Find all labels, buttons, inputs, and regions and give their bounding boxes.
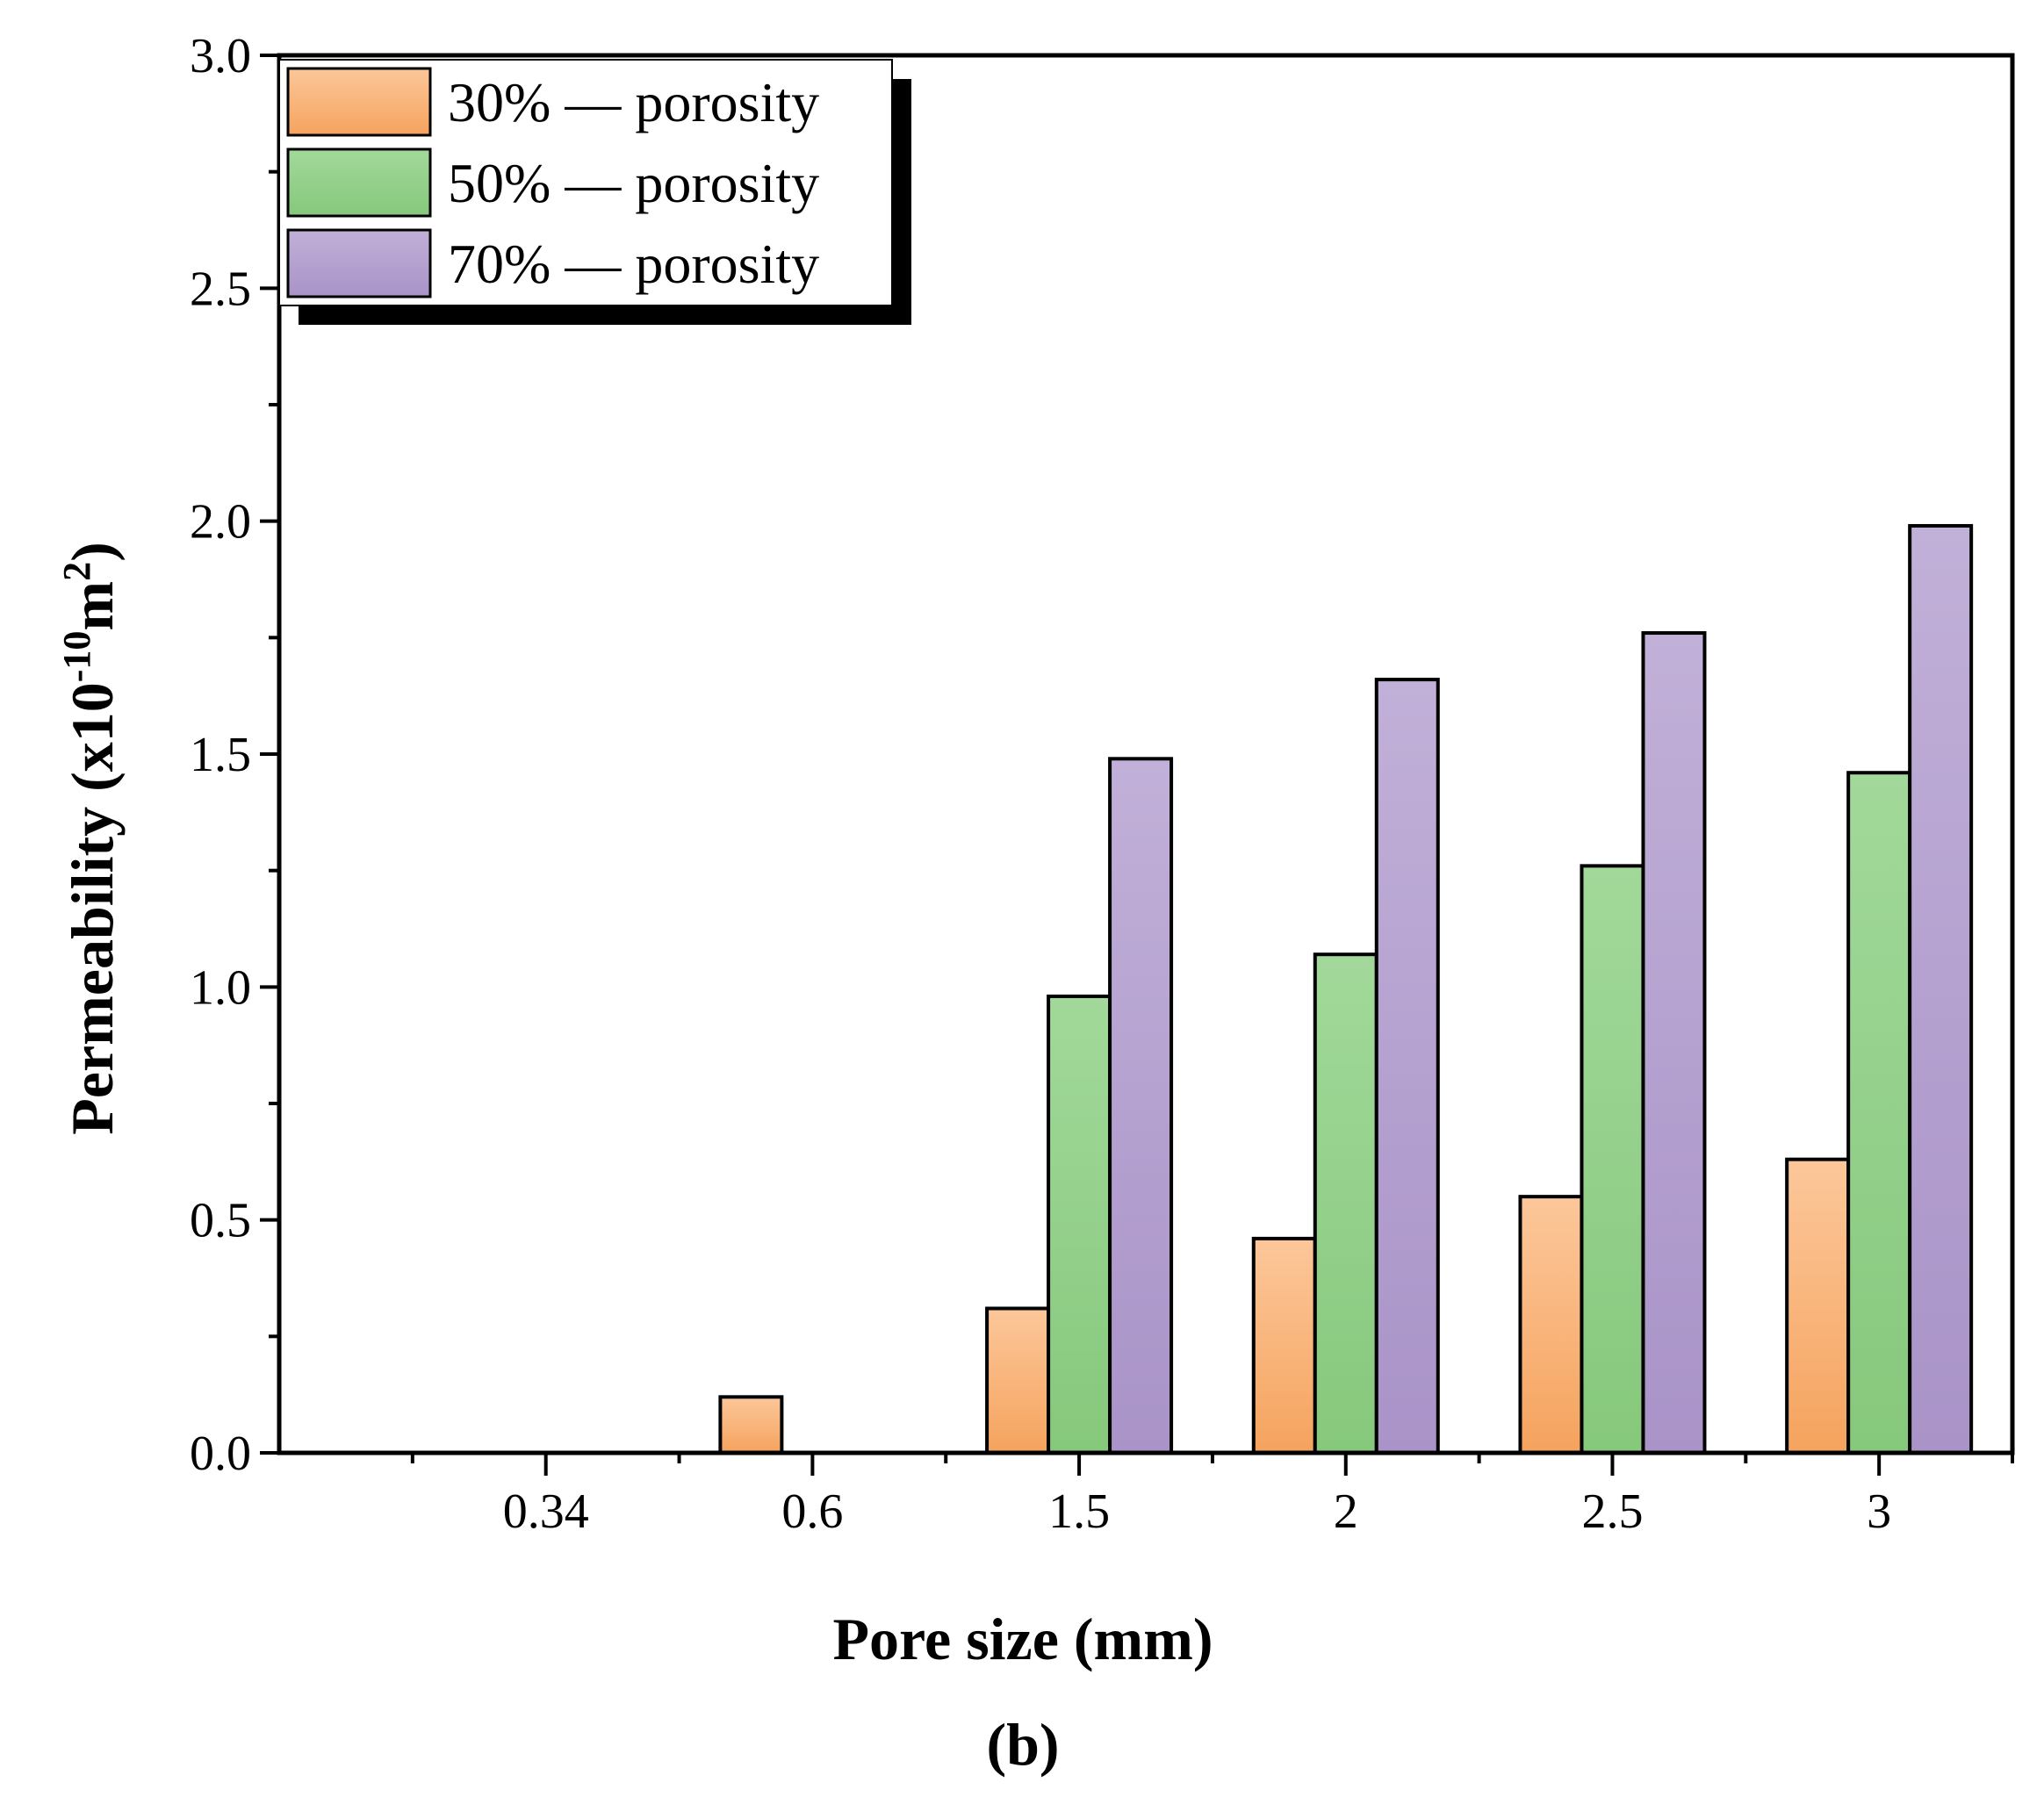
y-axis-title-exponent: -10 (55, 631, 98, 683)
panel-label: (b) (986, 1711, 1059, 1778)
x-axis-title: Pore size (mm) (833, 1606, 1213, 1672)
x-tick-label: 2.5 (1581, 1484, 1643, 1539)
y-axis-title-unit: m (59, 581, 126, 631)
bar (1518, 1195, 1584, 1455)
bar (1313, 952, 1378, 1455)
y-axis-title-main: Permeability (x10 (59, 682, 126, 1135)
bar (1374, 678, 1440, 1455)
bar (1908, 523, 1974, 1455)
legend-label: 30% — porosity (448, 71, 819, 133)
y-tick-label: 2.0 (190, 495, 251, 550)
bar (1846, 771, 1912, 1455)
y-tick-label: 0.5 (190, 1194, 251, 1248)
bars-group (718, 523, 1974, 1455)
legend-swatch (286, 228, 432, 298)
axes-group: 0.0 0.5 1.0 1.5 2.0 2.5 3.0 0.34 0.6 1.5 2 2.5 3 (190, 29, 2015, 1539)
x-tick-label: 2 (1334, 1484, 1358, 1539)
legend-label: 50% — porosity (448, 152, 819, 214)
y-axis-title-close: ) (59, 542, 126, 562)
y-tick-label: 1.5 (190, 728, 251, 782)
bar (1580, 864, 1645, 1455)
bar (1108, 757, 1174, 1455)
bar (1047, 994, 1112, 1455)
y-axis-title: Permeability (x10-10m2) (55, 542, 126, 1134)
bar (1785, 1157, 1851, 1455)
bar (1641, 631, 1707, 1455)
x-tick-label: 0.34 (503, 1484, 589, 1539)
bar (718, 1395, 784, 1455)
bar (1251, 1236, 1317, 1455)
y-tick-label: 3.0 (190, 29, 251, 83)
x-tick-label: 1.5 (1048, 1484, 1110, 1539)
legend: 30% — porosity 50% — porosity 70% — porosi… (278, 59, 911, 325)
x-tick-label: 3 (1867, 1484, 1891, 1539)
legend-swatch (286, 147, 432, 218)
x-tick-label: 0.6 (781, 1484, 843, 1539)
legend-label: 70% — porosity (448, 233, 819, 295)
bar (985, 1306, 1051, 1455)
y-tick-label: 0.0 (190, 1427, 251, 1481)
y-tick-label: 2.5 (190, 262, 251, 316)
legend-swatch (286, 67, 432, 137)
y-axis-title-unit-exponent: 2 (55, 562, 98, 581)
y-tick-label: 1.0 (190, 960, 251, 1015)
